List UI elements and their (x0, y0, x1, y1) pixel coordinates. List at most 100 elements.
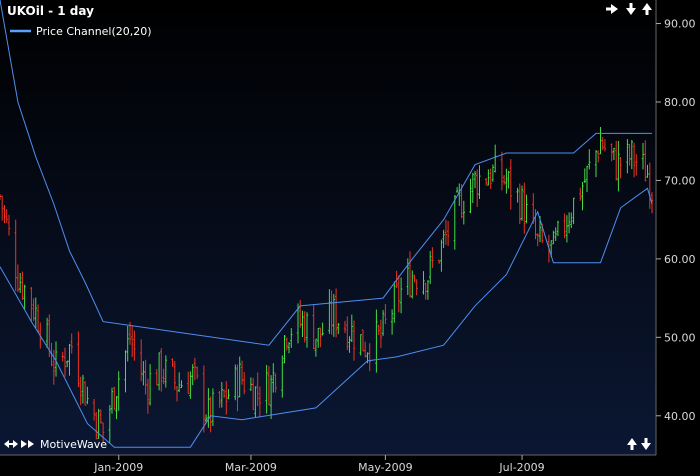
ohlc-bar (375, 309, 378, 373)
left-right-arrow-icon[interactable] (4, 440, 18, 448)
ohlc-bar (218, 390, 221, 408)
y-tick-label: 70.00 (664, 174, 696, 187)
ohlc-bar (148, 364, 152, 406)
x-tick-label: Jul-2009 (498, 461, 544, 474)
ohlc-bar (258, 386, 262, 418)
ohlc-bar (536, 233, 539, 247)
ohlc-bar (66, 360, 69, 368)
ohlc-bar (453, 195, 456, 250)
ohlc-bar (314, 338, 318, 357)
ohlc-bar (509, 159, 512, 210)
ohlc-bar (581, 182, 584, 211)
ohlc-bar (502, 175, 506, 185)
ohlc-bar (160, 348, 163, 392)
ohlc-bar (68, 343, 71, 376)
y-tick-label: 50.00 (664, 331, 696, 344)
ohlc-bar (196, 366, 199, 379)
plot-area[interactable] (0, 0, 656, 455)
scroll-up-arrow-icon[interactable] (627, 438, 637, 450)
ohlc-bar (267, 366, 271, 406)
ohlc-bar (476, 169, 479, 207)
ohlc-bars (0, 127, 654, 444)
ohlc-bar (565, 215, 569, 243)
ohlc-bar (54, 341, 58, 377)
ohlc-bar (299, 299, 302, 328)
brand-label: MotiveWave (40, 438, 107, 451)
ohlc-bar (585, 165, 589, 193)
ohlc-bar (157, 352, 161, 391)
right-arrow-icon[interactable] (606, 4, 618, 14)
x-tick-label: Mar-2009 (225, 461, 277, 474)
ohlc-bar (399, 277, 403, 314)
ohlc-bar (518, 183, 521, 224)
ohlc-bar (243, 372, 246, 395)
ohlc-bar (32, 298, 35, 322)
ohlc-bar (319, 327, 322, 348)
ohlc-bar (1, 195, 4, 221)
price-channel (0, 0, 653, 448)
ohlc-bar (348, 336, 351, 353)
ohlc-bar (303, 311, 306, 343)
ohlc-bar (641, 143, 645, 170)
ohlc-bar (500, 151, 504, 191)
up-arrow-icon[interactable] (642, 3, 652, 15)
ohlc-bar (3, 205, 6, 224)
ohlc-bar (274, 373, 277, 393)
ohlc-bar (455, 187, 459, 193)
ohlc-bar (554, 227, 557, 241)
ohlc-bar (408, 251, 412, 298)
ohlc-bar (635, 154, 638, 176)
ohlc-bar (437, 259, 441, 264)
ohlc-bar (305, 312, 309, 348)
ohlc-bar (287, 342, 291, 354)
ohlc-bar (79, 376, 82, 406)
ohlc-bar (462, 200, 465, 225)
ohlc-bar (238, 356, 241, 398)
ohlc-bar (612, 147, 616, 160)
ohlc-bar (7, 214, 11, 236)
ohlc-bar (361, 329, 365, 352)
ohlc-bar (209, 396, 212, 433)
ohlc-bar (180, 380, 183, 389)
ohlc-bar (487, 169, 490, 186)
ohlc-bar (556, 220, 560, 237)
double-right-arrow-icon[interactable] (21, 440, 34, 448)
chart-title: UKOil - 1 day (7, 4, 94, 18)
ohlc-bar (393, 281, 396, 323)
ohlc-bar (173, 361, 176, 390)
ohlc-bar (133, 330, 136, 361)
ohlc-bar (77, 331, 80, 388)
ohlc-bar (505, 168, 508, 194)
ohlc-bar (227, 389, 230, 400)
y-axis-ticks: 40.00 50.00 60.00 70.00 80.00 90.00 (656, 18, 696, 423)
scroll-down-arrow-icon[interactable] (641, 438, 651, 450)
ohlc-bar (632, 142, 636, 178)
ohlc-bar (563, 213, 566, 239)
ohlc-bar (95, 411, 98, 440)
ohlc-bar (359, 334, 362, 356)
time-axis[interactable] (0, 455, 656, 476)
ohlc-bar (187, 371, 190, 394)
ohlc-bar (478, 165, 481, 199)
x-tick-label: Jan-2009 (93, 461, 143, 474)
ohlc-bar (281, 355, 284, 398)
ohlc-bar (108, 405, 111, 444)
price-axis[interactable] (656, 0, 700, 476)
ohlc-bar (523, 182, 526, 234)
ohlc-bar (415, 279, 418, 296)
ohlc-bar (236, 364, 239, 412)
ohlc-bar (70, 333, 73, 354)
y-tick-label: 60.00 (664, 253, 696, 266)
ohlc-bar (290, 328, 293, 348)
x-tick-label: May-2009 (358, 461, 413, 474)
ohlc-bar (92, 398, 96, 421)
down-arrow-icon[interactable] (626, 3, 636, 15)
ohlc-bar (346, 316, 349, 351)
ohlc-bar (368, 343, 371, 372)
ohlc-bar (63, 347, 67, 377)
ohlc-bar (252, 378, 255, 411)
ohlc-bar (413, 274, 416, 283)
ohlc-bar (30, 287, 33, 322)
y-tick-label: 80.00 (664, 96, 696, 109)
